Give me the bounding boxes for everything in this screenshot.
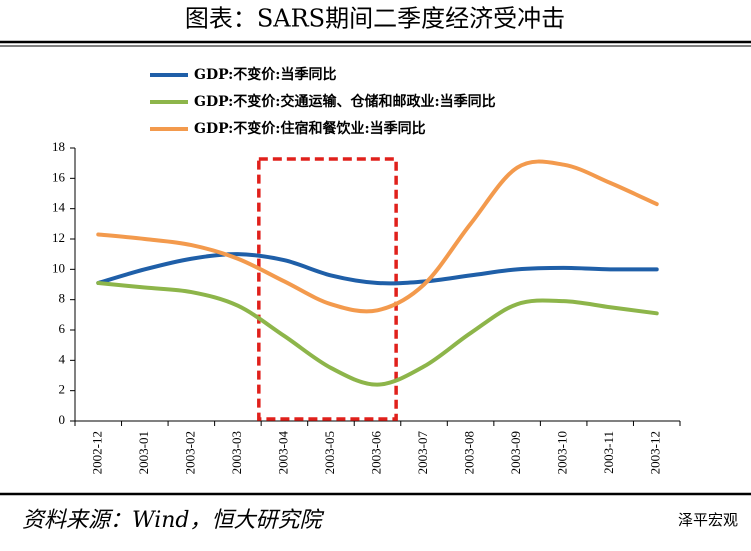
x-tick-label: 2003-05: [322, 431, 337, 474]
x-tick-label: 2003-01: [136, 431, 151, 474]
watermark: 泽平宏观: [678, 511, 738, 529]
x-tick-label: 2003-09: [508, 431, 523, 474]
x-tick-label: 2003-12: [648, 431, 663, 474]
y-tick-label: 18: [52, 139, 65, 154]
x-tick-label: 2003-06: [368, 431, 383, 475]
x-tick-label: 2003-08: [462, 431, 477, 474]
series-line: [96, 252, 659, 286]
x-tick-label: 2002-12: [89, 431, 104, 474]
y-tick-label: 12: [52, 230, 65, 245]
legend-label: GDP:不变价:当季同比: [194, 66, 336, 83]
y-tick-label: 10: [52, 260, 65, 275]
y-tick-label: 6: [59, 321, 66, 336]
highlight-box: [257, 157, 398, 421]
source: 资料来源：Wind，恒大研究院: [22, 508, 325, 533]
x-tick-label: 2003-11: [601, 431, 616, 474]
x-tick-label: 2003-07: [415, 431, 430, 475]
x-tick-label: 2003-04: [275, 431, 290, 475]
y-tick-label: 4: [59, 351, 66, 366]
series-line: [96, 159, 659, 314]
x-tick-label: 2003-10: [555, 431, 570, 474]
series-line: [96, 280, 659, 387]
chart-title: 图表：SARS期间二季度经济受冲击: [185, 5, 565, 33]
y-tick-label: 0: [59, 412, 66, 427]
x-tick-label: 2003-02: [182, 431, 197, 474]
y-tick-label: 2: [59, 382, 66, 397]
y-tick-label: 8: [59, 291, 66, 306]
x-tick-label: 2003-03: [229, 431, 244, 474]
legend-label: GDP:不变价:交通运输、仓储和邮政业:当季同比: [194, 93, 496, 110]
y-tick-label: 14: [52, 200, 66, 215]
legend-label: GDP:不变价:住宿和餐饮业:当季同比: [194, 120, 426, 137]
y-tick-label: 16: [52, 169, 66, 184]
